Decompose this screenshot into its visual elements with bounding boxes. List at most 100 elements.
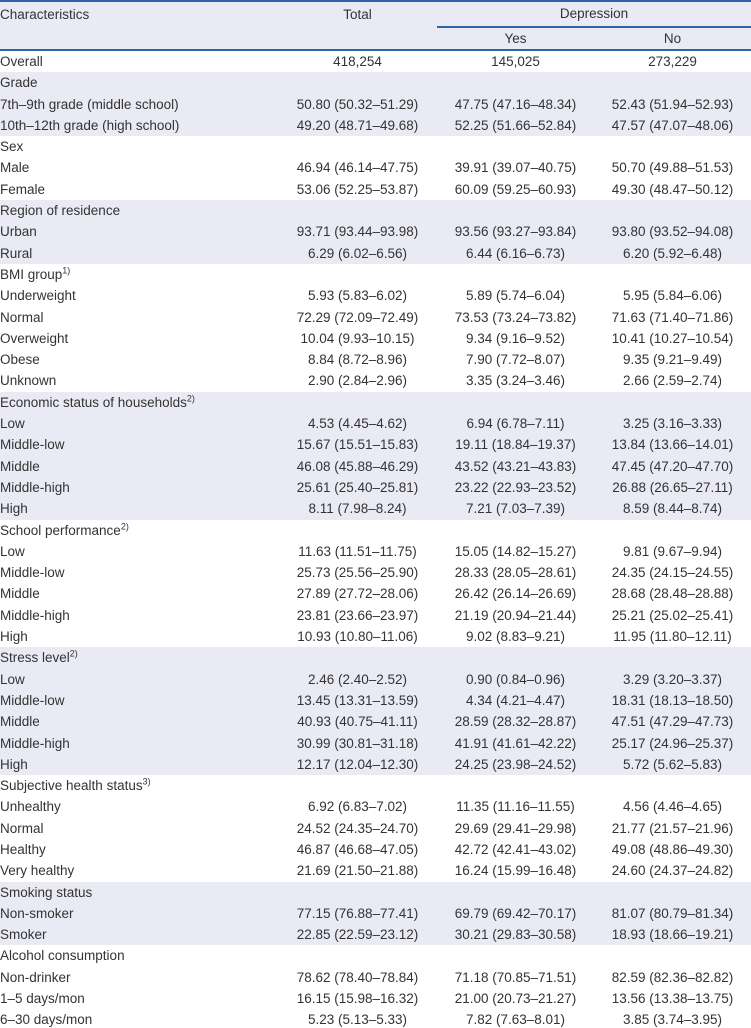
section-label: Sex <box>0 139 24 155</box>
cell-total: 5.93 (5.83–6.02) <box>307 288 408 304</box>
section-label: Subjective health status3) <box>0 776 151 794</box>
cell-no: 49.08 (48.86–49.30) <box>611 841 734 857</box>
section-label: Region of residence <box>0 200 751 222</box>
cell-no: 25.17 (24.96–25.37) <box>594 732 751 754</box>
cell-no: 24.60 (24.37–24.82) <box>611 863 734 879</box>
section-row: Grade <box>0 72 751 94</box>
cell-total: 8.11 (7.98–8.24) <box>278 498 437 520</box>
cell-yes: 71.18 (70.85–71.51) <box>454 969 577 985</box>
row-label: Unhealthy <box>0 799 61 815</box>
row-label: Middle-low <box>0 565 65 581</box>
cell-yes: 28.59 (28.32–28.87) <box>437 711 594 733</box>
section-label: School performance2) <box>0 521 129 538</box>
cell-no: 25.21 (25.02–25.41) <box>611 607 734 623</box>
cell-total: 5.23 (5.13–5.33) <box>307 1012 408 1028</box>
table-row: Middle 46.08 (45.88–46.29) 43.52 (43.21–43… <box>0 455 751 477</box>
section-row: Region of residence <box>0 200 751 222</box>
cell-total: 46.08 (45.88–46.29) <box>278 455 437 477</box>
section-label: BMI group1) <box>0 265 71 282</box>
cell-total: 10.93 (10.80–11.06) <box>297 629 418 645</box>
cell-total: 53.06 (52.25–53.87) <box>296 181 419 197</box>
section-footnote-marker: 2) <box>186 393 195 404</box>
section-row: Alcohol consumption <box>0 945 751 966</box>
cell-yes: 21.19 (20.94–21.44) <box>454 607 577 623</box>
cell-yes: 6.44 (6.16–6.73) <box>437 242 594 264</box>
cell-yes: 69.79 (69.42–70.17) <box>437 902 594 925</box>
cell-total: 6.29 (6.02–6.56) <box>278 242 437 264</box>
cell-no: 3.29 (3.20–3.37) <box>594 668 751 690</box>
cell-no: 47.45 (47.20–47.70) <box>594 455 751 477</box>
cell-no: 3.85 (3.74–3.95) <box>622 1012 723 1028</box>
cell-yes: 9.02 (8.83–9.21) <box>465 629 566 645</box>
cell-no: 13.56 (13.38–13.75) <box>611 991 734 1007</box>
cell-yes: 43.52 (43.21–43.83) <box>437 455 594 477</box>
cell-yes: 3.35 (3.24–3.46) <box>465 373 566 389</box>
table-row: High 8.11 (7.98–8.24) 7.21 (7.03–7.39) 8.59… <box>0 498 751 520</box>
section-label: Smoking status <box>0 881 751 903</box>
table-row: Smoker 22.85 (22.59–23.12) 30.21 (29.83–30… <box>0 924 751 946</box>
cell-no: 273,229 <box>648 54 697 69</box>
table-row: Normal 72.29 (72.09–72.49) 73.53 (73.24–73… <box>0 307 751 328</box>
table-row: Middle-low 13.45 (13.31–13.59) 4.34 (4.21–… <box>0 689 751 712</box>
section-row: Sex <box>0 136 751 157</box>
cell-total: 27.89 (27.72–28.06) <box>296 586 419 602</box>
cell-no: 81.07 (80.79–81.34) <box>594 902 751 925</box>
section-row: BMI group1) <box>0 264 751 285</box>
cell-no: 49.30 (48.47–50.12) <box>611 181 734 197</box>
cell-total: 22.85 (22.59–23.12) <box>278 924 437 946</box>
table-row: Middle-high 30.99 (30.81–31.18) 41.91 (41.… <box>0 732 751 754</box>
section-label: Grade <box>0 72 751 94</box>
cell-no: 4.56 (4.46–4.65) <box>622 799 723 815</box>
cell-total: 30.99 (30.81–31.18) <box>278 732 437 754</box>
row-label: Middle-high <box>0 607 70 623</box>
table-row: Unhealthy 6.92 (6.83–7.02) 11.35 (11.16–11… <box>0 796 751 817</box>
cell-yes: 52.25 (51.66–52.84) <box>437 114 594 137</box>
col-header-yes: Yes <box>437 27 594 51</box>
table-header: Characteristics Total Depression Yes No <box>0 1 751 51</box>
cell-yes: 42.72 (42.41–43.02) <box>454 841 577 857</box>
row-label: Rural <box>0 242 278 264</box>
cell-total: 8.84 (8.72–8.96) <box>307 352 408 368</box>
row-label: 7th–9th grade (middle school) <box>0 93 278 115</box>
row-label: Underweight <box>0 288 76 304</box>
cell-no: 2.66 (2.59–2.74) <box>622 373 723 389</box>
row-label: Middle-low <box>0 689 278 712</box>
table-row: Middle-high 25.61 (25.40–25.81) 23.22 (22.… <box>0 476 751 499</box>
row-label: Middle <box>0 711 278 733</box>
cell-total: 50.80 (50.32–51.29) <box>278 93 437 115</box>
cell-no: 18.93 (18.66–19.21) <box>594 924 751 946</box>
cell-no: 47.57 (47.07–48.06) <box>594 114 751 137</box>
cell-yes: 145,025 <box>491 54 540 69</box>
cell-no: 71.63 (71.40–71.86) <box>611 309 734 325</box>
cell-yes: 16.24 (15.99–16.48) <box>454 863 577 879</box>
section-row: Overall 418,254 145,025 273,229 <box>0 50 751 72</box>
table-row: Very healthy 21.69 (21.50–21.88) 16.24 (15… <box>0 860 751 881</box>
cell-yes: 30.21 (29.83–30.58) <box>437 924 594 946</box>
table-row: Middle-low 25.73 (25.56–25.90) 28.33 (28.0… <box>0 562 751 583</box>
cell-total: 49.20 (48.71–49.68) <box>278 114 437 137</box>
cell-no: 9.35 (9.21–9.49) <box>622 352 723 368</box>
cell-yes: 41.91 (41.61–42.22) <box>437 732 594 754</box>
cell-no: 13.84 (13.66–14.01) <box>594 434 751 456</box>
cell-no: 28.68 (28.48–28.88) <box>611 586 734 602</box>
cell-no: 24.35 (24.15–24.55) <box>611 565 734 581</box>
cell-total: 23.81 (23.66–23.97) <box>296 607 419 623</box>
table-body: Overall 418,254 145,025 273,229 Grade 7th–9th… <box>0 50 751 1028</box>
row-label: Low <box>0 668 278 690</box>
cell-total: 13.45 (13.31–13.59) <box>278 689 437 712</box>
cell-total: 6.92 (6.83–7.02) <box>307 799 408 815</box>
row-label: Middle <box>0 455 278 477</box>
row-label: Urban <box>0 221 278 243</box>
row-label: High <box>0 498 278 520</box>
table-row: High 10.93 (10.80–11.06) 9.02 (8.83–9.21) 1… <box>0 626 751 647</box>
cell-total: 46.94 (46.14–47.75) <box>296 160 419 176</box>
cell-yes: 28.33 (28.05–28.61) <box>454 565 577 581</box>
section-footnote-marker: 1) <box>62 265 71 276</box>
cell-no: 93.80 (93.52–94.08) <box>594 221 751 243</box>
table-row: Male 46.94 (46.14–47.75) 39.91 (39.07–40.7… <box>0 157 751 178</box>
row-label: Overweight <box>0 330 69 346</box>
row-label: High <box>0 629 28 645</box>
cell-no: 52.43 (51.94–52.93) <box>594 93 751 115</box>
